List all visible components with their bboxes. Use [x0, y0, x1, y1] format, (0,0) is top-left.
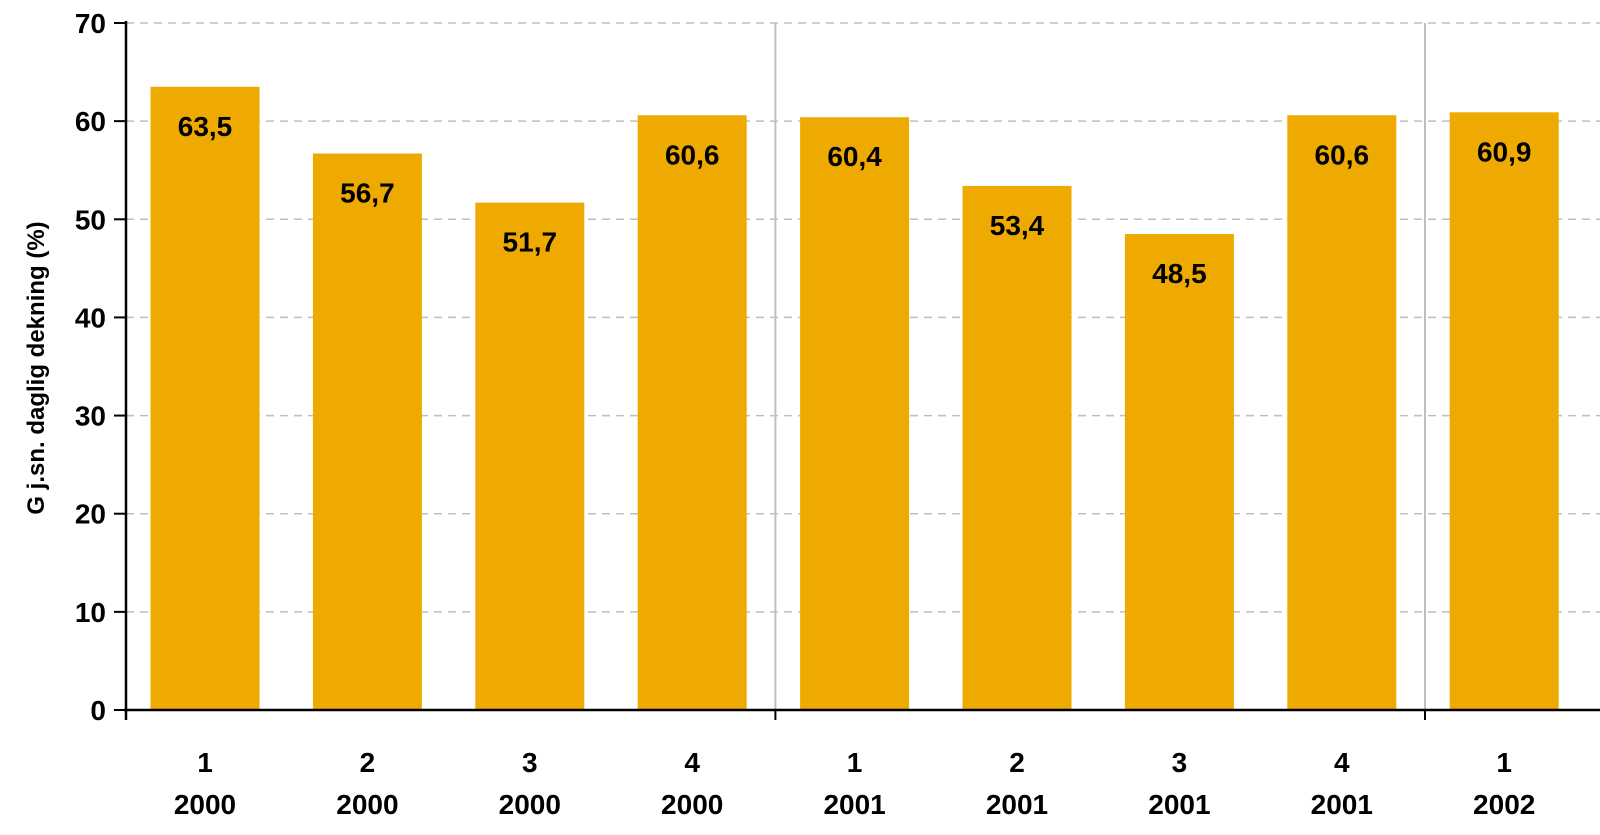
y-tick-label: 70: [75, 8, 106, 39]
x-tick-label-quarter: 1: [847, 747, 863, 778]
x-tick-label-quarter: 3: [522, 747, 538, 778]
bar: [637, 115, 747, 711]
x-tick-label-year: 2001: [1148, 789, 1210, 820]
bar: [1287, 115, 1397, 711]
labels: 0 10 20 30 40 50 60 70 63,5 1 2000 56,7 2 2000 51,7 3 20…: [75, 8, 1536, 820]
y-tick-label: 0: [90, 695, 106, 726]
x-tick-label-year: 2000: [661, 789, 723, 820]
x-tick-label-quarter: 4: [684, 747, 700, 778]
data-label: 51,7: [503, 227, 558, 258]
x-tick-label-quarter: 1: [197, 747, 213, 778]
data-label: 60,6: [665, 139, 720, 170]
x-tick-label-year: 2002: [1473, 789, 1535, 820]
x-tick-label-year: 2001: [1311, 789, 1373, 820]
bar: [962, 185, 1072, 711]
y-axis-title: G j.sn. daglig dekning (%): [23, 221, 50, 514]
x-tick-label-quarter: 3: [1172, 747, 1188, 778]
x-tick-label-quarter: 4: [1334, 747, 1350, 778]
x-tick-label-year: 2000: [336, 789, 398, 820]
x-tick-label-quarter: 2: [1009, 747, 1025, 778]
bar: [312, 153, 422, 710]
bar: [150, 86, 260, 711]
data-label: 63,5: [178, 111, 233, 142]
y-tick-label: 50: [75, 204, 106, 235]
x-tick-label-quarter: 2: [360, 747, 376, 778]
y-tick-label: 30: [75, 401, 106, 432]
y-tick-label: 60: [75, 106, 106, 137]
data-label: 53,4: [990, 210, 1045, 241]
x-tick-label-year: 2001: [823, 789, 885, 820]
axes: [114, 21, 1600, 720]
y-tick-label: 40: [75, 302, 106, 333]
x-tick-label-year: 2000: [174, 789, 236, 820]
y-tick-label: 20: [75, 499, 106, 530]
year-separators: [774, 23, 1426, 710]
bars: [150, 86, 1559, 711]
x-tick-label-year: 2001: [986, 789, 1048, 820]
data-label: 56,7: [340, 178, 395, 209]
bar: [1449, 112, 1559, 710]
data-label: 48,5: [1152, 258, 1207, 289]
x-tick-label-year: 2000: [499, 789, 561, 820]
y-tick-label: 10: [75, 597, 106, 628]
data-label: 60,9: [1477, 136, 1532, 167]
bar: [475, 202, 585, 710]
data-label: 60,4: [827, 141, 882, 172]
x-tick-label-quarter: 1: [1496, 747, 1512, 778]
bar: [800, 117, 910, 710]
data-label: 60,6: [1315, 139, 1370, 170]
bar: [1124, 234, 1234, 710]
